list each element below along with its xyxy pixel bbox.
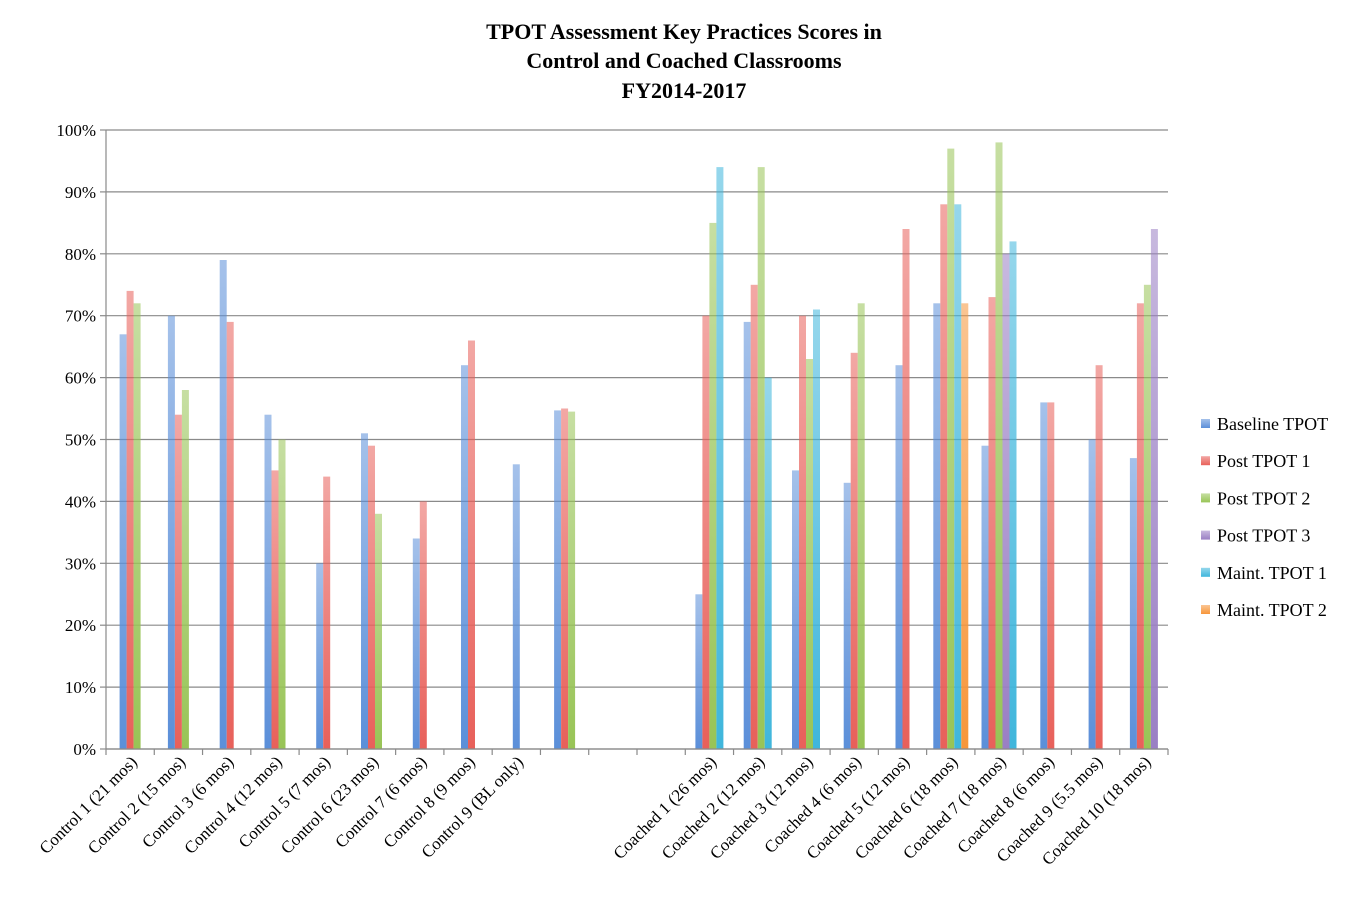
- y-tick-label: 20%: [65, 616, 96, 635]
- bar-baseline-tpot-control-7-6-mos: [412, 538, 420, 749]
- bars: [119, 142, 1158, 750]
- bar-baseline-tpot-coached-9-5-5-mos: [1088, 439, 1096, 749]
- chart-title-line-2: Control and Coached Classrooms: [526, 48, 842, 73]
- bar-post-tpot-1-coached-8-6-mos: [1047, 402, 1055, 749]
- bar-baseline-tpot-coached-4-6-mos: [843, 482, 851, 749]
- bar-baseline-tpot-control-4-12-mos: [264, 414, 272, 749]
- bar-baseline-tpot-control-3-6-mos: [219, 260, 227, 749]
- bar-post-tpot-2-coached-2-12-mos: [757, 167, 765, 750]
- legend-label-post-tpot-1: Post TPOT 1: [1217, 451, 1310, 471]
- y-tick-label: 30%: [65, 554, 96, 573]
- bar-maint-tpot-1-coached-6-18-mos: [954, 204, 962, 750]
- bar-post-tpot-2-coached-1-26-mos: [709, 222, 717, 749]
- legend-label-maint-tpot-2: Maint. TPOT 2: [1217, 600, 1327, 620]
- legend-label-baseline-tpot: Baseline TPOT: [1217, 414, 1328, 434]
- chart-title-line-3: FY2014-2017: [622, 78, 747, 103]
- bar-baseline-tpot-control-9-bl-only: [512, 464, 520, 749]
- axes: [105, 130, 1169, 755]
- bar-baseline-tpot-coached-3-12-mos: [792, 470, 799, 749]
- bar-post-tpot-1-control-1-21-mos: [126, 290, 134, 749]
- bar-post-tpot-1-coached-4-6-mos: [850, 352, 858, 749]
- y-tick-label: 40%: [65, 492, 96, 511]
- bar-maint-tpot-1-coached-1-26-mos: [716, 167, 724, 750]
- bar-post-tpot-2-control-6-23-mos: [375, 513, 382, 749]
- bar-post-tpot-1-coached-7-18-mos: [988, 297, 996, 749]
- y-axis-ticks: 0% 10% 20% 30% 40% 50% 60% 70% 80% 90% 100%: [56, 121, 106, 759]
- bar-baseline-tpot-coached-7-18-mos: [981, 445, 989, 749]
- bar-post-tpot-1-control-7-6-mos: [419, 501, 427, 749]
- bar-baseline-tpot-control-6-23-mos: [361, 433, 368, 749]
- bar-post-tpot-3-coached-10-18-mos: [1150, 229, 1158, 749]
- legend: Baseline TPOT Post TPOT 1 Post TPOT 2 Post …: [1201, 414, 1328, 620]
- chart-title: TPOT Assessment Key Practices Scores in …: [486, 19, 882, 103]
- legend-label-maint-tpot-1: Maint. TPOT 1: [1217, 563, 1327, 583]
- bar-post-tpot-2-coached-4-6-mos: [857, 303, 865, 749]
- bar-maint-tpot-1-coached-2-12-mos: [764, 377, 772, 749]
- bar-post-tpot-2-gap-9: [568, 411, 576, 749]
- y-tick-label: 100%: [56, 121, 96, 140]
- bar-post-tpot-2-control-2-15-mos: [181, 390, 189, 749]
- bar-post-tpot-1-coached-10-18-mos: [1136, 303, 1144, 749]
- bar-baseline-tpot-control-1-21-mos: [119, 334, 127, 749]
- bar-maint-tpot-2-coached-6-18-mos: [961, 303, 969, 749]
- legend-swatch-post-tpot-1: [1201, 456, 1210, 466]
- legend-label-post-tpot-2: Post TPOT 2: [1217, 488, 1310, 508]
- y-tick-label: 10%: [65, 678, 96, 697]
- bar-baseline-tpot-coached-5-12-mos: [895, 365, 903, 749]
- bar-post-tpot-1-control-2-15-mos: [174, 414, 182, 749]
- bar-post-tpot-1-control-3-6-mos: [226, 321, 234, 749]
- bar-post-tpot-1-control-4-12-mos: [271, 470, 279, 749]
- x-axis-category-labels: Control 1 (21 mos)Control 2 (15 mos)Cont…: [36, 752, 1155, 869]
- bar-baseline-tpot-control-5-7-mos: [316, 563, 324, 749]
- bar-post-tpot-2-coached-6-18-mos: [947, 148, 955, 750]
- bar-baseline-tpot-coached-1-26-mos: [695, 594, 703, 750]
- bar-maint-tpot-1-coached-3-12-mos: [813, 309, 820, 749]
- legend-swatch-post-tpot-3: [1201, 530, 1210, 540]
- bar-post-tpot-2-coached-3-12-mos: [806, 359, 813, 749]
- y-tick-label: 80%: [65, 245, 96, 264]
- bar-baseline-tpot-gap-9: [554, 410, 562, 749]
- bar-baseline-tpot-coached-6-18-mos: [933, 303, 941, 749]
- bar-post-tpot-1-coached-2-12-mos: [750, 284, 758, 750]
- bar-post-tpot-1-coached-5-12-mos: [902, 229, 910, 749]
- legend-swatch-maint-tpot-1: [1201, 567, 1210, 577]
- bar-post-tpot-1-control-5-7-mos: [323, 476, 331, 749]
- bar-baseline-tpot-coached-8-6-mos: [1040, 402, 1048, 749]
- legend-swatch-post-tpot-2: [1201, 493, 1210, 503]
- chart-title-line-1: TPOT Assessment Key Practices Scores in: [486, 19, 882, 44]
- y-tick-label: 90%: [65, 183, 96, 202]
- y-tick-label: 60%: [65, 369, 96, 388]
- y-tick-label: 0%: [73, 740, 96, 759]
- legend-swatch-baseline-tpot: [1201, 419, 1210, 428]
- bar-baseline-tpot-control-8-9-mos: [461, 365, 468, 749]
- bar-post-tpot-1-control-8-9-mos: [468, 340, 475, 749]
- bar-post-tpot-2-control-1-21-mos: [133, 303, 141, 749]
- bar-maint-tpot-1-coached-7-18-mos: [1009, 241, 1017, 749]
- y-tick-label: 50%: [65, 431, 96, 450]
- bar-post-tpot-1-coached-9-5-5-mos: [1095, 365, 1103, 749]
- bar-baseline-tpot-coached-2-12-mos: [743, 321, 751, 749]
- bar-post-tpot-1-control-6-23-mos: [368, 445, 375, 749]
- legend-label-post-tpot-3: Post TPOT 3: [1217, 526, 1310, 546]
- bar-post-tpot-1-coached-3-12-mos: [799, 315, 806, 749]
- bar-post-tpot-1-coached-1-26-mos: [702, 315, 710, 749]
- bar-post-tpot-2-control-4-12-mos: [278, 439, 286, 749]
- legend-swatch-maint-tpot-2: [1201, 605, 1210, 614]
- bar-post-tpot-2-coached-10-18-mos: [1143, 284, 1151, 750]
- bar-post-tpot-1-coached-6-18-mos: [940, 204, 948, 750]
- bar-post-tpot-3-coached-7-18-mos: [1002, 253, 1010, 750]
- bar-baseline-tpot-control-2-15-mos: [167, 315, 175, 749]
- bar-post-tpot-1-gap-9: [561, 408, 569, 749]
- y-tick-label: 70%: [65, 307, 96, 326]
- bar-baseline-tpot-coached-10-18-mos: [1129, 458, 1137, 749]
- bar-post-tpot-2-coached-7-18-mos: [995, 142, 1003, 749]
